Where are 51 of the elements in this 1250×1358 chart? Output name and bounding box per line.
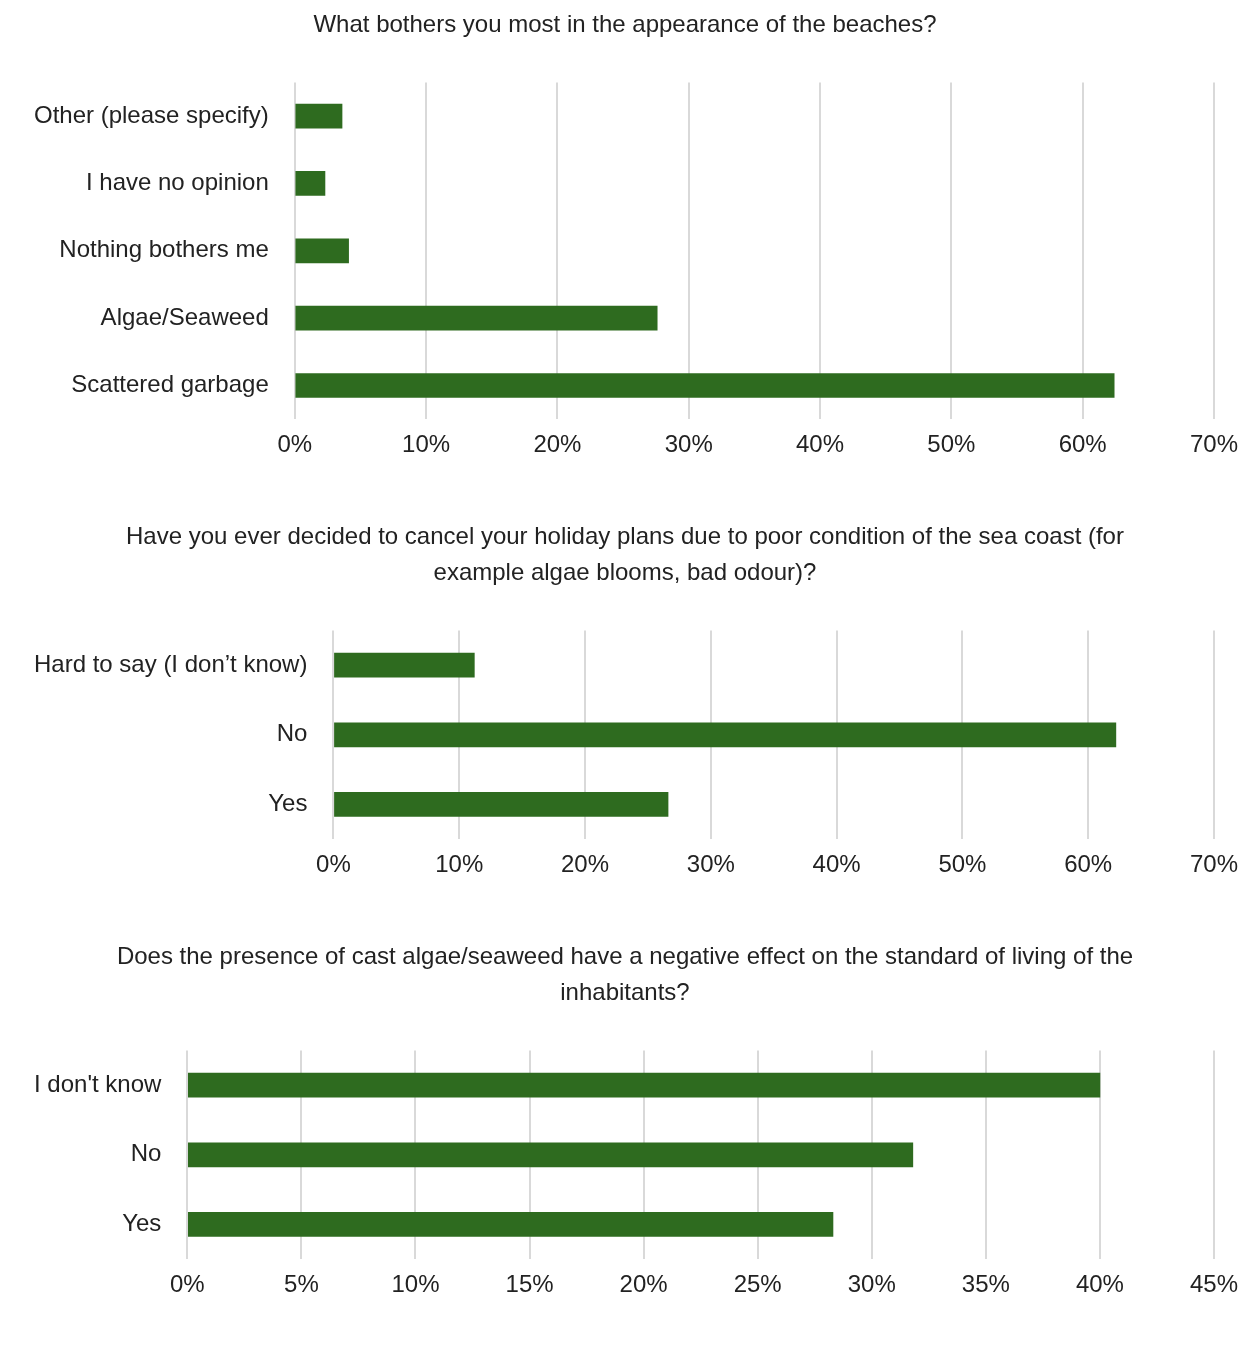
bar [334, 792, 669, 817]
x-tick-label: 50% [938, 850, 987, 878]
chart-title: Does the presence of cast algae/seaweed have a negative effect on the standard of living of the inhabitants? [115, 941, 1135, 1007]
x-tick-label: 20% [619, 1270, 668, 1298]
x-tick-label: 35% [961, 1270, 1010, 1298]
bar [334, 652, 475, 678]
x-tick-label: 0% [316, 850, 351, 878]
bar [334, 722, 1117, 748]
x-tick-label: 10% [402, 430, 451, 458]
bar [187, 1212, 834, 1237]
x-tick-label: 20% [533, 430, 582, 458]
x-tick-label: 0% [169, 1270, 205, 1298]
y-tick-label: Other (please specify) [34, 100, 269, 128]
x-tick-label: 60% [1064, 850, 1113, 878]
x-tick-label: 15% [505, 1270, 554, 1298]
x-tick-label: 70% [1189, 850, 1239, 878]
x-tick-label: 45% [1189, 1270, 1239, 1298]
bar [295, 373, 1115, 398]
x-tick-label: 70% [1189, 430, 1239, 458]
y-tick-label: I don't know [34, 1069, 162, 1097]
y-tick-label: Yes [268, 789, 308, 817]
y-tick-label: No [130, 1139, 162, 1167]
y-tick-label: Nothing bothers me [59, 235, 269, 263]
x-tick-label: 30% [664, 430, 713, 458]
y-tick-label: Scattered garbage [71, 370, 269, 398]
bar [295, 103, 343, 129]
bar [295, 238, 349, 264]
x-tick-label: 30% [686, 850, 735, 878]
x-tick-label: 25% [733, 1270, 782, 1298]
y-tick-label: Hard to say (I don’t know) [33, 649, 308, 677]
bar [295, 305, 658, 331]
x-tick-label: 10% [435, 850, 484, 878]
bar [295, 171, 326, 196]
y-tick-label: No [276, 719, 308, 747]
x-tick-label: 50% [927, 430, 976, 458]
x-tick-label: 40% [812, 850, 861, 878]
chart-title: Have you ever decided to cancel your holiday plans due to poor condition of the sea coast (for example algae blooms, bad odour)? [125, 521, 1125, 587]
y-tick-label: Yes [122, 1209, 162, 1237]
x-tick-label: 0% [277, 430, 313, 458]
bar [187, 1072, 1101, 1098]
y-tick-label: I have no opinion [85, 168, 269, 196]
x-tick-label: 40% [1075, 1270, 1124, 1298]
y-tick-label: Algae/Seaweed [100, 302, 269, 330]
bar [187, 1142, 914, 1168]
x-tick-label: 10% [391, 1270, 440, 1298]
x-tick-label: 20% [561, 850, 610, 878]
x-tick-label: 5% [284, 1270, 319, 1298]
chart-title: What bothers you most in the appearance of the beaches? [312, 9, 938, 39]
x-tick-label: 40% [796, 430, 845, 458]
x-tick-label: 60% [1058, 430, 1107, 458]
x-tick-label: 30% [847, 1270, 896, 1298]
